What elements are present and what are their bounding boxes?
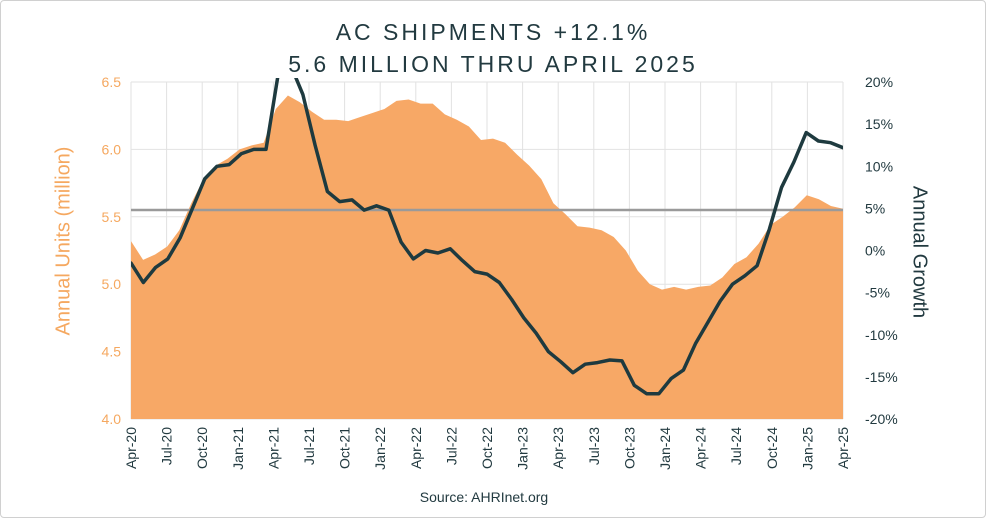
y-left-tick-label: 4.5 [102, 344, 122, 360]
x-tick-label: Oct-23 [621, 427, 637, 469]
y-right-tick-label: 0% [865, 243, 885, 259]
source-note: Source: AHRInet.org [419, 489, 549, 505]
x-tick-label: Apr-24 [693, 427, 709, 469]
x-tick-label: Jan-23 [515, 427, 531, 470]
y-right-tick-label: -15% [865, 369, 898, 385]
y-right-tick-label: 20% [865, 74, 893, 90]
x-tick-label: Apr-20 [123, 427, 139, 469]
y-right-tick-label: -5% [865, 285, 890, 301]
chart-title-line-2: 5.6 MILLION THRU APRIL 2025 [288, 51, 698, 77]
x-tick-label: Jan-24 [657, 427, 673, 470]
y-left-tick-label: 5.0 [102, 276, 122, 292]
y-left-tick-label: 4.0 [102, 411, 122, 427]
units-area-series [131, 95, 843, 419]
x-tick-label: Apr-21 [265, 427, 281, 469]
y-right-tick-label: -20% [865, 411, 898, 427]
y-right-tick-label: 10% [865, 158, 893, 174]
x-tick-label: Jan-21 [230, 427, 246, 470]
growth-line-series [131, 78, 843, 396]
chart-title-line-1: AC SHIPMENTS +12.1% [335, 19, 651, 45]
x-tick-label: Apr-25 [835, 427, 851, 469]
y-right-tick-label: -10% [865, 327, 898, 343]
x-tick-label: Jul-21 [301, 427, 317, 465]
x-tick-label: Jul-20 [159, 427, 175, 465]
x-tick-label: Jul-24 [728, 427, 744, 465]
y-left-tick-label: 5.5 [102, 209, 122, 225]
y-left-tick-label: 6.5 [102, 74, 122, 90]
x-tick-label: Jul-22 [443, 427, 459, 465]
x-tick-label: Apr-22 [408, 427, 424, 469]
x-tick-label: Jan-25 [799, 427, 815, 470]
x-tick-label: Oct-24 [764, 427, 780, 469]
x-tick-label: Jan-22 [372, 427, 388, 470]
y-right-tick-label: 5% [865, 200, 885, 216]
x-tick-label: Apr-23 [550, 427, 566, 469]
x-tick-label: Oct-20 [194, 427, 210, 469]
y-left-tick-label: 6.0 [102, 141, 122, 157]
x-tick-label: Oct-22 [479, 427, 495, 469]
x-tick-label: Jul-23 [586, 427, 602, 465]
x-tick-label: Oct-21 [337, 427, 353, 469]
y-right-tick-label: 15% [865, 116, 893, 132]
